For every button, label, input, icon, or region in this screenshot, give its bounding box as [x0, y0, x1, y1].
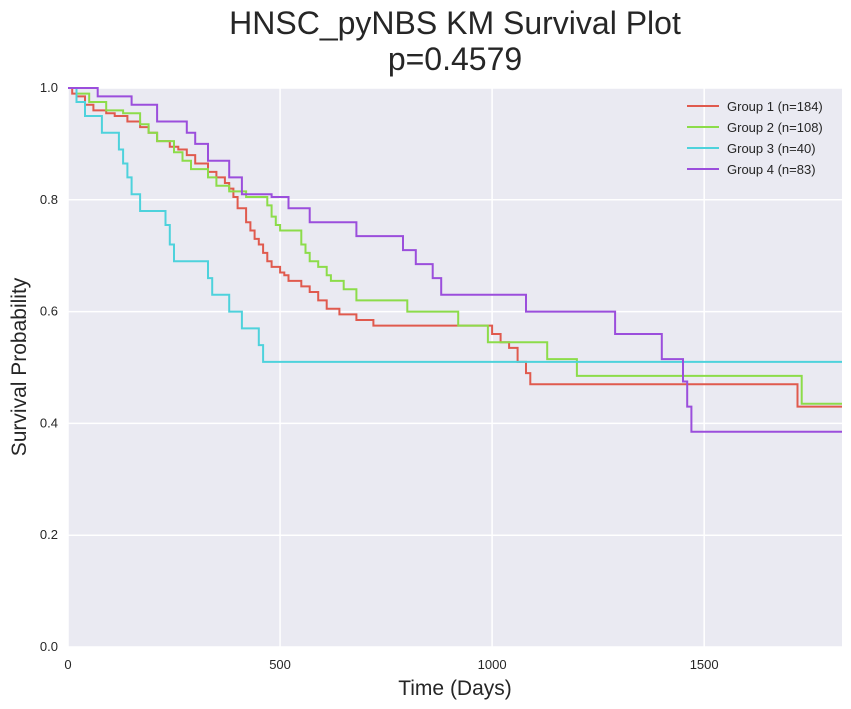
x-tick-label: 1000	[478, 657, 507, 672]
legend-label-group-4: Group 4 (n=83)	[727, 162, 816, 177]
y-tick-label: 0.0	[40, 639, 58, 654]
y-tick-label: 0.8	[40, 192, 58, 207]
legend: Group 1 (n=184) Group 2 (n=108) Group 3 (n…	[687, 99, 823, 177]
plot-background	[68, 88, 842, 647]
x-tick-label: 1500	[690, 657, 719, 672]
y-axis-label: Survival Probability	[8, 277, 31, 456]
x-tick-label: 500	[269, 657, 291, 672]
legend-label-group-2: Group 2 (n=108)	[727, 120, 823, 135]
y-tick-label: 0.6	[40, 304, 58, 319]
tick-labels: 0 500 1000 1500 0.0 0.2 0.4 0.6 0.8 1.0	[40, 80, 719, 672]
chart-subtitle: p=0.4579	[388, 41, 522, 77]
series-line-group-4	[68, 87, 842, 433]
legend-label-group-1: Group 1 (n=184)	[727, 99, 823, 114]
legend-label-group-3: Group 3 (n=40)	[727, 141, 816, 156]
x-tick-label: 0	[64, 657, 71, 672]
series-layer	[68, 87, 842, 433]
x-axis-label: Time (Days)	[398, 677, 512, 700]
y-tick-label: 0.2	[40, 527, 58, 542]
series-line-group-2	[68, 87, 842, 405]
grid-lines	[67, 87, 842, 648]
chart-title: HNSC_pyNBS KM Survival Plot	[229, 5, 681, 41]
y-tick-label: 1.0	[40, 80, 58, 95]
series-line-group-3	[68, 87, 842, 363]
y-tick-label: 0.4	[40, 415, 58, 430]
